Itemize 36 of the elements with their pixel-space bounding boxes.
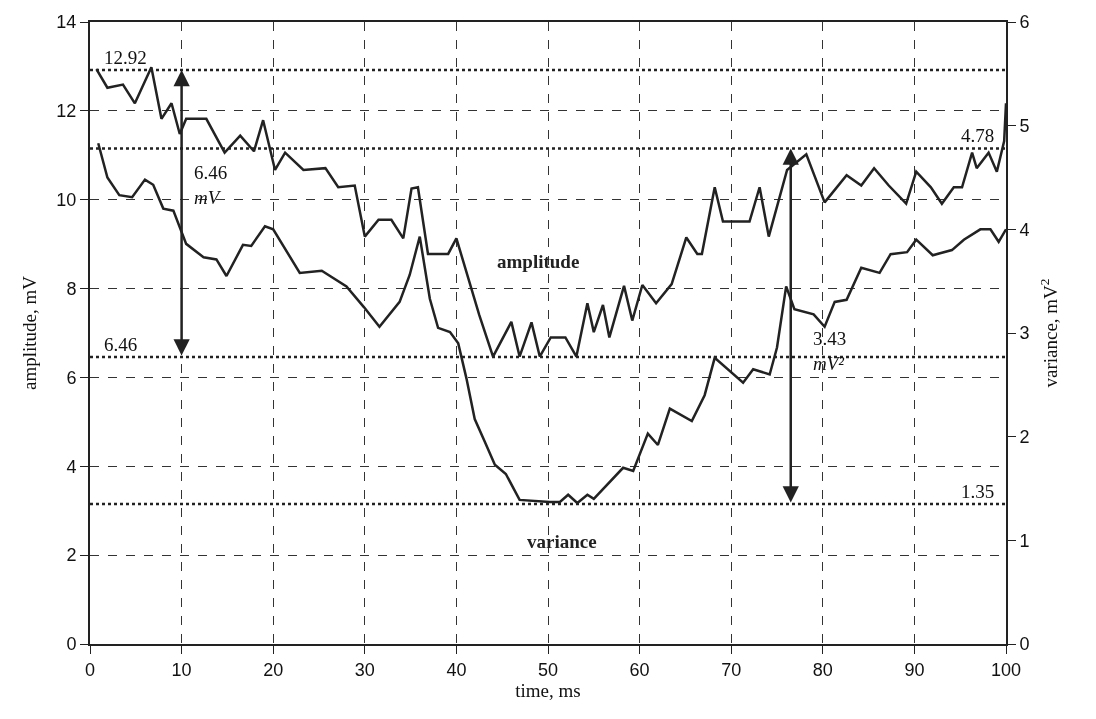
y-tick-label: 14 — [56, 12, 77, 33]
x-tick-label: 30 — [354, 659, 375, 680]
x-tick-label: 10 — [171, 659, 192, 680]
x-tick-label: 40 — [446, 659, 467, 680]
y2-tick-label: 1 — [1019, 530, 1030, 551]
x-tick-label: 50 — [537, 659, 559, 680]
y2-tick-label: 0 — [1019, 634, 1030, 655]
y2-tick-label: 2 — [1019, 426, 1030, 447]
y2-tick-label: 5 — [1019, 115, 1030, 136]
y-tick-label: 2 — [66, 545, 77, 566]
y-tick-label: 10 — [56, 190, 77, 211]
y2-tick-label: 6 — [1019, 12, 1030, 33]
y-tick-label: 12 — [56, 101, 77, 122]
annotation: 3.43 mV² — [813, 328, 847, 374]
y-tick-label: 6 — [66, 367, 77, 388]
x-tick-label: 70 — [721, 659, 742, 680]
x-tick-label: 0 — [84, 659, 96, 680]
x-tick-label: 60 — [629, 659, 650, 680]
x-tick-label: 80 — [812, 659, 833, 680]
y2-tick-label: 3 — [1019, 323, 1030, 344]
x-axis-title: time, ms — [515, 679, 581, 701]
x-tick-label: 90 — [904, 659, 925, 680]
annotation: 6.46 mV — [194, 162, 228, 208]
series-label: variance — [527, 531, 597, 552]
ref-line-label: 4.78 — [961, 125, 995, 146]
ref-line-label: 12.92 — [104, 47, 147, 68]
series-label: amplitude — [497, 251, 580, 272]
y-tick-label: 0 — [66, 634, 77, 655]
y-tick-label: 8 — [66, 278, 77, 299]
y-tick-label: 4 — [66, 456, 77, 477]
x-tick-label: 100 — [990, 659, 1022, 680]
ref-line-label: 1.35 — [961, 481, 995, 502]
x-tick-label: 20 — [263, 659, 284, 680]
ref-line-label: 6.46 — [104, 334, 138, 355]
y-axis-title: amplitude, mV — [18, 275, 40, 390]
y2-tick-label: 4 — [1019, 219, 1030, 240]
